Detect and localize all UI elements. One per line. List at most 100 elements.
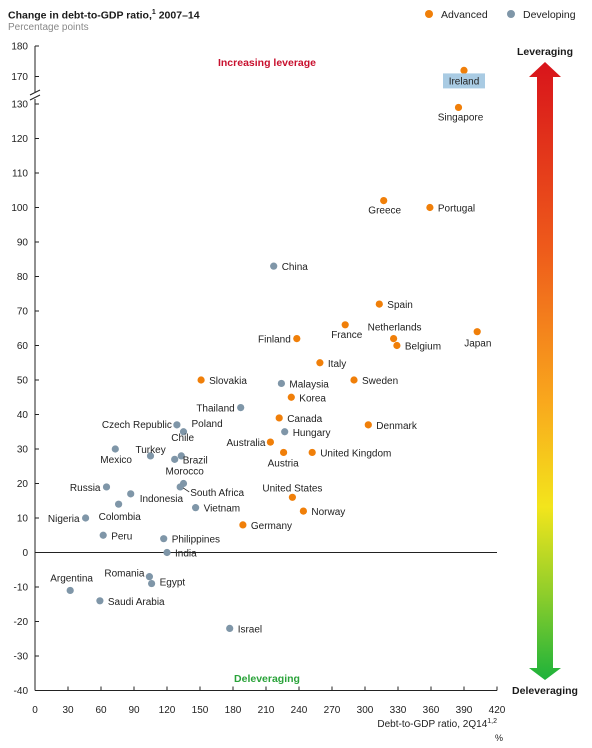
point-label-vietnam: Vietnam <box>204 504 241 515</box>
point-greece <box>380 197 388 205</box>
point-label-saudi-arabia: Saudi Arabia <box>108 597 165 608</box>
x-tick-label: 240 <box>291 705 308 716</box>
point-label-morocco: Morocco <box>166 467 205 478</box>
point-korea <box>287 393 295 401</box>
x-tick-label: 390 <box>456 705 473 716</box>
point-label-czech-republic: Czech Republic <box>102 420 172 431</box>
point-label-egypt: Egypt <box>160 578 186 589</box>
leader-line-south-africa <box>182 487 190 493</box>
point-label-denmark: Denmark <box>376 421 418 432</box>
point-vietnam <box>192 504 200 512</box>
y-tick-label: 60 <box>17 341 29 352</box>
point-egypt <box>148 579 156 588</box>
point-label-finland: Finland <box>258 335 291 346</box>
y-tick-label: -20 <box>14 617 29 628</box>
point-singapore <box>454 103 463 112</box>
point-label-belgium: Belgium <box>405 342 441 353</box>
arrow-label-leveraging: Leveraging <box>517 46 573 58</box>
annotation-increasing-leverage: Increasing leverage <box>218 57 316 69</box>
point-ireland <box>460 66 468 74</box>
point-label-greece: Greece <box>368 206 401 217</box>
y-tick-label: 30 <box>17 445 29 456</box>
point-label-portugal: Portugal <box>438 204 475 215</box>
legend-label-advanced: Advanced <box>441 9 488 21</box>
point-label-france: France <box>331 330 363 341</box>
chart-title: Change in debt-to-GDP ratio,1 2007–14 <box>8 9 200 22</box>
x-tick-label: 120 <box>159 705 176 716</box>
y-tick-label: 0 <box>22 548 28 559</box>
point-label-united-states: United States <box>262 483 322 494</box>
point-colombia <box>115 500 123 508</box>
point-label-israel: Israel <box>238 624 262 635</box>
point-canada <box>275 414 283 422</box>
point-norway <box>299 507 307 515</box>
legend-marker-developing <box>507 10 515 19</box>
x-tick-label: 90 <box>128 705 140 716</box>
point-label-spain: Spain <box>387 300 413 311</box>
point-label-thailand: Thailand <box>196 404 234 415</box>
point-italy <box>316 359 324 367</box>
y-tick-label: 70 <box>17 307 29 318</box>
point-australia <box>266 438 274 446</box>
axis-break-mark <box>29 89 41 96</box>
y-tick-label: 90 <box>17 238 29 249</box>
legend-item-advanced: Advanced <box>425 9 488 21</box>
point-malaysia <box>277 379 285 388</box>
x-axis-unit: % <box>495 733 503 743</box>
point-label-indonesia: Indonesia <box>140 494 184 505</box>
point-label-mexico: Mexico <box>100 455 132 466</box>
y-tick-label: -40 <box>14 686 29 697</box>
y-tick-label: 100 <box>11 203 28 214</box>
x-tick-label: 360 <box>423 705 440 716</box>
point-poland <box>179 428 188 436</box>
point-label-philippines: Philippines <box>172 535 220 546</box>
point-brazil <box>171 455 179 463</box>
point-label-australia: Australia <box>226 438 265 449</box>
point-germany <box>239 521 247 529</box>
y-tick-label: -10 <box>14 583 29 594</box>
point-portugal <box>426 203 434 212</box>
x-tick-label: 300 <box>357 705 374 716</box>
x-axis-label: Debt-to-GDP ratio, 2Q141,2 <box>377 718 497 730</box>
point-label-austria: Austria <box>268 458 300 469</box>
point-label-colombia: Colombia <box>99 512 142 523</box>
point-israel <box>226 624 234 633</box>
point-label-singapore: Singapore <box>438 112 484 123</box>
x-tick-label: 150 <box>192 705 209 716</box>
annotation-deleveraging: Deleveraging <box>234 673 300 685</box>
point-label-china: China <box>282 262 309 273</box>
axis-break-mark <box>29 94 41 101</box>
y-tick-label: 110 <box>12 169 28 180</box>
x-tick-label: 180 <box>225 705 242 716</box>
y-tick-label: 50 <box>17 376 29 387</box>
point-france <box>341 321 349 329</box>
point-japan <box>473 328 481 336</box>
point-mexico <box>111 445 119 453</box>
y-tick-label: 40 <box>17 410 29 421</box>
point-label-ireland: Ireland <box>449 76 480 87</box>
legend-item-developing: Developing <box>507 9 576 21</box>
y-tick-label: 20 <box>17 479 29 490</box>
point-romania <box>145 573 153 581</box>
point-united-kingdom <box>308 448 316 457</box>
point-belgium <box>393 341 401 350</box>
point-label-sweden: Sweden <box>362 376 398 387</box>
x-tick-label: 60 <box>95 705 107 716</box>
point-label-norway: Norway <box>311 507 345 518</box>
point-label-argentina: Argentina <box>50 573 93 584</box>
x-tick-label: 30 <box>62 705 74 716</box>
point-label-nigeria: Nigeria <box>48 514 80 525</box>
point-label-korea: Korea <box>299 393 326 404</box>
y-tick-label: 80 <box>17 272 29 283</box>
point-india <box>163 548 171 557</box>
chart-subtitle: Percentage points <box>8 22 89 33</box>
point-sweden <box>350 376 358 384</box>
arrow-label-deleveraging: Deleveraging <box>512 685 578 697</box>
point-label-india: India <box>175 549 197 560</box>
point-denmark <box>364 421 372 429</box>
x-tick-label: 210 <box>258 705 275 716</box>
point-south-africa <box>176 483 184 491</box>
point-label-south-africa: South Africa <box>190 488 244 499</box>
point-slovakia <box>197 376 205 384</box>
point-thailand <box>237 404 245 412</box>
